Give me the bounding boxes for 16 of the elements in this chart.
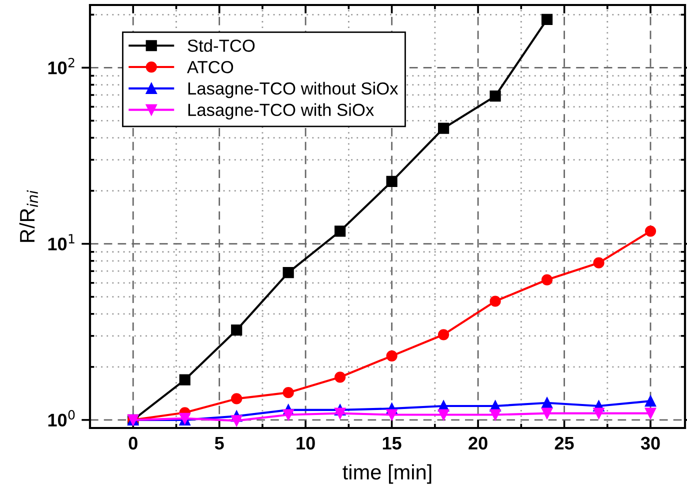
x-tick-label: 5: [214, 436, 224, 450]
y-tick-label: 10$^{2}$: [48, 58, 74, 74]
legend-label: Std-TCO: [188, 39, 255, 52]
x-tick-label: 30: [640, 436, 660, 450]
x-tick-label: 25: [554, 436, 574, 450]
y-tick-label: 10$^{1}$: [48, 234, 74, 250]
x-tick-label: 10: [296, 436, 315, 450]
x-tick-label: 0: [128, 436, 138, 450]
y-tick-label: 10$^{0}$: [48, 410, 75, 427]
x-tick-label: 15: [382, 436, 402, 450]
y-axis-title: R/R$_{ini}$: [19, 190, 38, 242]
legend-label: ATCO: [187, 60, 234, 74]
x-tick-label: 20: [468, 436, 488, 450]
x-axis-title: time [min]: [342, 464, 432, 484]
legend-label: Lasagne-TCO without SiOx: [188, 82, 398, 98]
legend-label: Lasagne-TCO with SiOx: [188, 103, 374, 120]
